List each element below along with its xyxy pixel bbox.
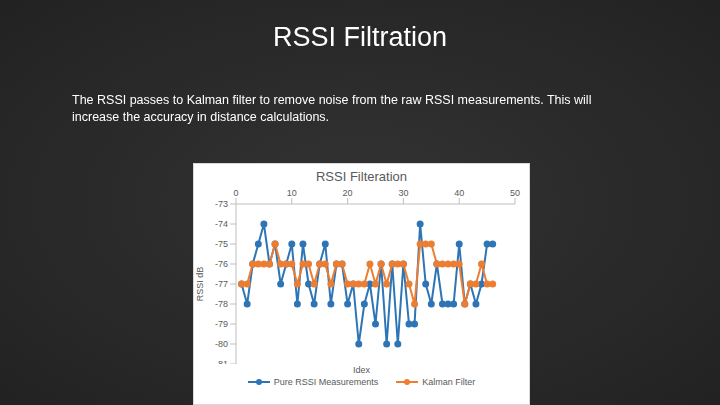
svg-text:30: 30 [398,188,408,198]
html-text:RSSI Filteration: RSSI Filteration [316,169,407,184]
svg-text:-73: -73 [215,199,228,209]
svg-text:-79: -79 [215,319,228,329]
svg-text:-78: -78 [215,299,228,309]
html-text:Pure RSSI Measurements: Pure RSSI Measurements [273,377,379,387]
svg-text:-76: -76 [215,259,228,269]
html-text:The RSSI passes to Kalman filt: The RSSI passes to Kalman filter to remo… [72,93,592,124]
svg-text:50: 50 [510,188,520,198]
svg-text:-74: -74 [215,219,228,229]
svg-text:-77: -77 [215,279,228,289]
svg-text:-75: -75 [215,239,228,249]
html-text:Idex: Idex [353,365,370,375]
html-text:Kalman Filter: Kalman Filter [422,377,476,387]
svg-text:10: 10 [287,188,297,198]
svg-text:-80: -80 [215,339,228,349]
svg-text:RSSI dB: RSSI dB [195,267,205,302]
html-text:RSSI Filtration: RSSI Filtration [273,22,447,52]
svg-text:20: 20 [343,188,353,198]
svg-text:-81: -81 [215,359,228,364]
svg-text:0: 0 [233,188,238,198]
svg-text:40: 40 [454,188,464,198]
